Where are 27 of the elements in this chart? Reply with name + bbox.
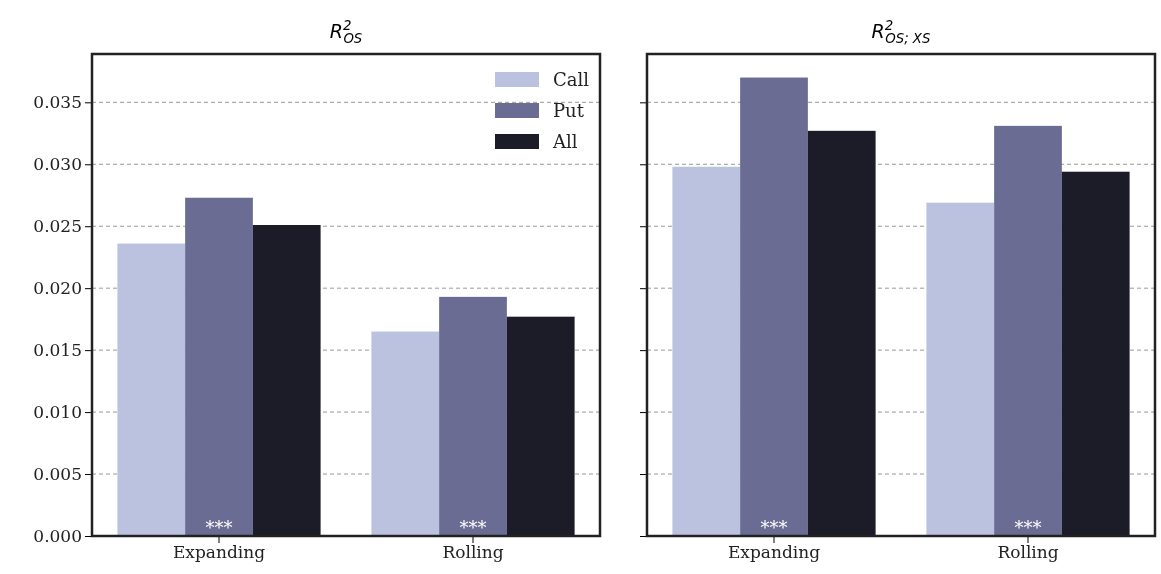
annotation: *** xyxy=(459,517,487,538)
legend-label: Call xyxy=(553,69,590,90)
annotation: *** xyxy=(205,517,233,538)
annotation: *** xyxy=(760,517,788,538)
bar xyxy=(439,296,507,536)
x-tick-label: Rolling xyxy=(442,542,504,563)
y-tick-label: 0.030 xyxy=(33,154,82,175)
x-tick-label: Expanding xyxy=(172,542,266,563)
bar xyxy=(926,202,995,536)
y-tick-label: 0.005 xyxy=(33,463,82,484)
y-tick-label: 0.015 xyxy=(33,340,82,361)
bar xyxy=(740,77,808,536)
x-tick-label: Expanding xyxy=(727,542,821,563)
y-tick-label: 0.020 xyxy=(33,278,82,299)
bar xyxy=(371,331,440,536)
bar xyxy=(185,197,253,536)
y-tick-label: 0.035 xyxy=(33,92,82,113)
bar xyxy=(994,125,1062,536)
legend-label: All xyxy=(552,131,578,152)
y-tick-label: 0.010 xyxy=(33,402,82,423)
bar xyxy=(672,166,741,536)
annotation: *** xyxy=(1014,517,1042,538)
legend-label: Put xyxy=(553,100,585,121)
x-tick-label: Rolling xyxy=(997,542,1059,563)
y-tick-label: 0.000 xyxy=(33,525,82,546)
bar xyxy=(117,243,186,536)
y-tick-label: 0.025 xyxy=(33,216,82,237)
